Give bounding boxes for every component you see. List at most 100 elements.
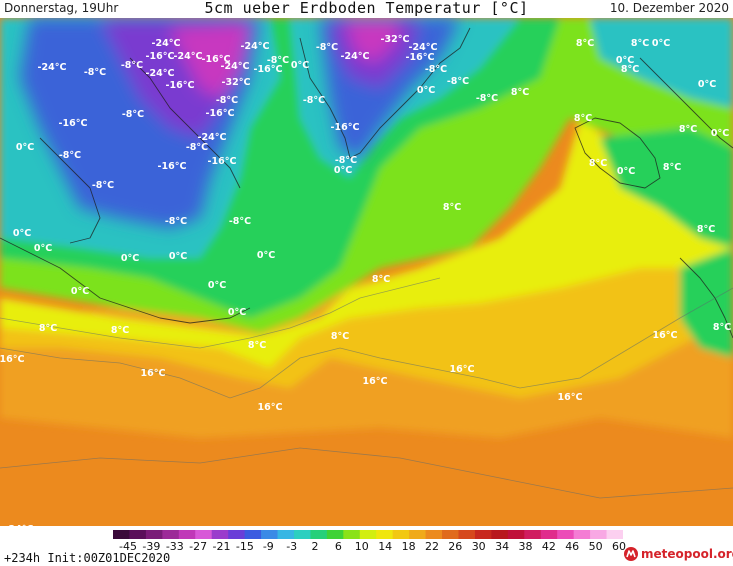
- temperature-label: -8°C: [121, 60, 143, 71]
- colorbar-cell: [178, 530, 196, 539]
- temperature-label: 0°C: [417, 85, 435, 96]
- isotherm-contours: [0, 277, 733, 499]
- colorbar-cell: [244, 530, 262, 539]
- colorbar-cell: [293, 530, 312, 539]
- temperature-label: 0°C: [334, 165, 352, 176]
- temperature-label: 16°C: [258, 402, 283, 413]
- colorbar-cell: [491, 530, 509, 539]
- temperature-label: 8°C: [589, 158, 607, 169]
- temperature-label: -16°C: [158, 161, 187, 172]
- temperature-label: 0°C: [257, 250, 275, 261]
- colorbar-tick-label: 34: [495, 540, 510, 553]
- temperature-label: -32°C: [222, 77, 251, 88]
- temperature-label: 8°C: [621, 64, 639, 75]
- temperature-label: 8°C: [679, 124, 697, 135]
- temperature-label: -24°C: [341, 51, 370, 62]
- temperature-label: -16°C: [59, 118, 88, 129]
- temperature-label: 0°C: [652, 38, 670, 49]
- temperature-label: -8°C: [84, 67, 106, 78]
- temperature-label: -8°C: [335, 155, 357, 166]
- temperature-label: -16°C: [331, 122, 360, 133]
- colorbar-tick-label: -45: [119, 540, 137, 553]
- temperature-label: 0°C: [121, 253, 139, 264]
- temperature-label: 16°C: [450, 364, 475, 375]
- temperature-label: -24°C: [198, 132, 227, 143]
- colorbar-cell: [376, 530, 394, 539]
- temperature-label: 16°C: [653, 330, 678, 341]
- temperature-label: 0°C: [228, 307, 246, 318]
- colorbar-cell: [474, 530, 492, 539]
- colorbar-tick-label: 60: [612, 540, 626, 553]
- colorbar-tick-label: 26: [448, 540, 463, 553]
- colorbar-tick-label: -15: [235, 540, 254, 553]
- colorbar-tick-label: 42: [541, 540, 556, 553]
- colorbar-cell: [507, 530, 525, 539]
- colorbar-ticks: -45 -39 -33 -27 -21 -15 -9 -3 2 6 10 14 18 22 26 30 34 38…: [0, 540, 733, 554]
- temperature-label: 8°C: [111, 325, 129, 336]
- colorbar-tick-label: 22: [425, 540, 439, 553]
- colorbar-cell: [145, 530, 163, 539]
- temperature-label: 8°C: [663, 162, 681, 173]
- colorbar-cell: [392, 530, 410, 539]
- colorbar-tick-label: 50: [588, 540, 603, 553]
- temperature-label: -16°C: [208, 156, 237, 167]
- colorbar-cell: [195, 530, 213, 539]
- run-info: +234h Init:00Z01DEC2020: [4, 551, 171, 565]
- field-yellow-band: [0, 118, 733, 368]
- temperature-label: 24°C: [9, 524, 34, 526]
- temperature-map: -24°C-24°C-16°C -24°C-8°C-24°C-16°C-24°C-…: [0, 18, 733, 526]
- colorbar-tick-label: 18: [401, 540, 416, 553]
- temperature-label: 8°C: [331, 331, 349, 342]
- temperature-label: -24°C: [221, 61, 250, 72]
- temperature-label: -24°C: [409, 42, 438, 53]
- colorbar-tick-label: 6: [334, 540, 342, 553]
- temperature-label: -24°C: [38, 62, 67, 73]
- colorbar-cell: [590, 530, 608, 539]
- coastline-scandinavia: [639, 57, 733, 149]
- meteopool-logo[interactable]: meteopool.org: [621, 544, 733, 564]
- temperature-label: 8°C: [631, 38, 649, 49]
- temperature-label: 0°C: [711, 128, 729, 139]
- temperature-label: -8°C: [165, 216, 187, 227]
- meteopool-logo-icon: [624, 547, 638, 561]
- colorbar-cell: [113, 530, 131, 539]
- coastline-greenland: [299, 27, 471, 159]
- temperature-label: -8°C: [59, 150, 81, 161]
- colorbar-tick-label: 46: [565, 540, 580, 553]
- field-cyan-north-europe: [590, 18, 733, 108]
- temperature-label: -16°C: [202, 54, 231, 65]
- colorbar-cell: [326, 530, 344, 539]
- temperature-label: 8°C: [576, 38, 594, 49]
- colorbar-cell: [540, 530, 558, 539]
- colorbar-cell: [277, 530, 295, 539]
- temperature-label: 0°C: [617, 166, 635, 177]
- temperature-label: 0°C: [291, 60, 309, 71]
- colorbar-tick-label: -27: [189, 540, 208, 553]
- colorbar-tick-label: -3: [286, 540, 298, 553]
- field-cold-magenta: [170, 23, 250, 98]
- colorbar-tick-label: -39: [142, 540, 161, 553]
- temperature-label: 0°C: [698, 79, 716, 90]
- colorbar-cell: [573, 530, 591, 539]
- temperature-label: -16°C: [206, 108, 235, 119]
- colorbar-cell: [524, 530, 542, 539]
- temperature-label: -8°C: [186, 142, 208, 153]
- temperature-label: 0°C: [616, 55, 634, 66]
- temperature-label: 8°C: [443, 202, 461, 213]
- temperature-label: -8°C: [316, 42, 338, 53]
- colorbar-cell: [228, 530, 246, 539]
- temperature-label: -32°C: [381, 34, 410, 45]
- temperature-label: 8°C: [574, 113, 592, 124]
- map-title: 5cm ueber Erdboden Temperatur [°C]: [204, 0, 529, 17]
- coastlines: [0, 27, 733, 339]
- colorbar: [113, 530, 623, 539]
- colorbar-tick-label: 14: [378, 540, 393, 553]
- temperature-label: -16°C: [146, 51, 175, 62]
- isotherm-16: [0, 287, 733, 399]
- temperature-label: 0°C: [34, 243, 52, 254]
- valid-day-label: Donnerstag, 19Uhr: [4, 1, 119, 15]
- colorbar-tick-label: 38: [518, 540, 533, 553]
- temperature-label: 0°C: [208, 280, 226, 291]
- colorbar-cell: [425, 530, 443, 539]
- colorbar-cell: [606, 530, 623, 539]
